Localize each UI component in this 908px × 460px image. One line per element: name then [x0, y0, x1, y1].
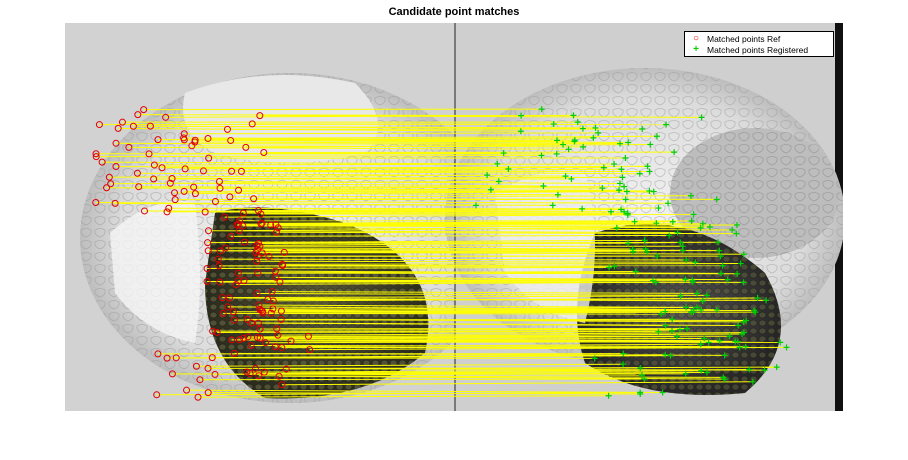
match-line [99, 124, 553, 125]
match-line [217, 332, 658, 333]
match-line [96, 153, 504, 154]
legend-item-registered: + Matched points Registered [685, 44, 808, 55]
match-line [281, 310, 754, 311]
match-line [219, 266, 614, 267]
red-circle-marker-icon: ○ [685, 34, 707, 44]
legend-item-ref: ○ Matched points Ref [685, 33, 780, 44]
green-plus-marker-icon: + [685, 45, 707, 55]
legend-ref-label: Matched points Ref [707, 34, 780, 44]
figure-title: Candidate point matches [0, 6, 908, 18]
image-composite [65, 23, 843, 411]
match-line [238, 273, 737, 274]
image-axes [65, 23, 843, 411]
legend-registered-label: Matched points Registered [707, 45, 808, 55]
match-line [200, 379, 644, 380]
registered-image [445, 23, 843, 411]
match-line [176, 358, 595, 359]
legend: ○ Matched points Ref + Matched points Re… [684, 31, 834, 57]
